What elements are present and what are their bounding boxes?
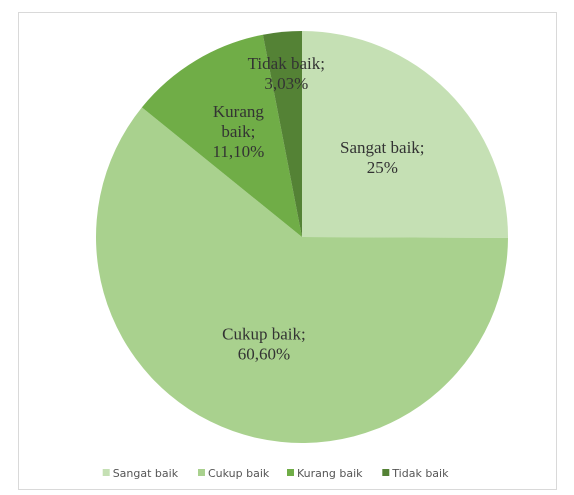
pie-slice xyxy=(302,31,508,238)
pie-slice xyxy=(262,31,302,237)
data-label: Kurang baik; 11,10% xyxy=(213,102,265,161)
legend-swatch xyxy=(287,469,294,476)
legend-label: Cukup baik xyxy=(208,467,270,480)
legend-label: Kurang baik xyxy=(297,467,363,480)
pie-slice xyxy=(95,107,508,443)
legend-label: Tidak baik xyxy=(391,467,449,480)
legend-swatch xyxy=(102,469,110,476)
data-label: Cukup baik; 60,60% xyxy=(222,325,306,364)
pie-slice xyxy=(141,34,302,237)
data-label: Tidak baik; 3,03% xyxy=(248,54,325,93)
data-label: Sangat baik; 25% xyxy=(340,138,425,177)
legend-label: Sangat baik xyxy=(113,467,179,480)
legend-swatch xyxy=(198,469,205,476)
legend-swatch xyxy=(382,469,390,476)
